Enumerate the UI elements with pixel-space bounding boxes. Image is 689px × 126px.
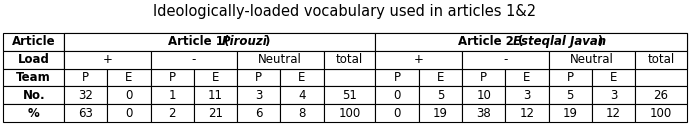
Text: P: P — [480, 71, 487, 84]
Text: total: total — [336, 53, 363, 66]
Text: E: E — [437, 71, 444, 84]
Text: 32: 32 — [78, 89, 93, 102]
Text: 5: 5 — [437, 89, 444, 102]
Text: 51: 51 — [342, 89, 357, 102]
Text: 3: 3 — [523, 89, 531, 102]
Text: P: P — [255, 71, 263, 84]
Text: P: P — [566, 71, 574, 84]
Text: 12: 12 — [520, 107, 535, 120]
Text: Team: Team — [17, 71, 51, 84]
Text: ): ) — [264, 35, 269, 48]
Text: 1: 1 — [168, 89, 176, 102]
Text: 5: 5 — [566, 89, 574, 102]
Text: total: total — [648, 53, 675, 66]
Text: Load: Load — [18, 53, 50, 66]
Text: P: P — [82, 71, 89, 84]
Text: E: E — [523, 71, 531, 84]
Text: Neutral: Neutral — [258, 53, 302, 66]
Text: Ideologically-loaded vocabulary used in articles 1&2: Ideologically-loaded vocabulary used in … — [153, 4, 536, 19]
Text: 12: 12 — [606, 107, 621, 120]
Text: Neutral: Neutral — [570, 53, 614, 66]
Text: 2: 2 — [168, 107, 176, 120]
Text: 3: 3 — [610, 89, 617, 102]
Text: 19: 19 — [433, 107, 448, 120]
Text: P: P — [169, 71, 176, 84]
Text: -: - — [503, 53, 507, 66]
Text: -: - — [192, 53, 196, 66]
Text: Article: Article — [12, 35, 56, 48]
Text: 3: 3 — [255, 89, 263, 102]
Text: 100: 100 — [338, 107, 360, 120]
Text: Esteqlal Javan: Esteqlal Javan — [513, 35, 606, 48]
Text: E: E — [610, 71, 617, 84]
Text: E: E — [212, 71, 219, 84]
Text: 0: 0 — [393, 107, 401, 120]
Text: 11: 11 — [208, 89, 223, 102]
Text: 100: 100 — [650, 107, 672, 120]
Text: Article 1(: Article 1( — [167, 35, 229, 48]
Text: 26: 26 — [653, 89, 668, 102]
Text: Article 2 (: Article 2 ( — [457, 35, 523, 48]
Text: 38: 38 — [476, 107, 491, 120]
Text: 0: 0 — [125, 107, 132, 120]
Text: 6: 6 — [255, 107, 263, 120]
Text: No.: No. — [23, 89, 45, 102]
Text: 63: 63 — [78, 107, 93, 120]
Text: 10: 10 — [476, 89, 491, 102]
Text: 8: 8 — [298, 107, 306, 120]
Text: E: E — [125, 71, 132, 84]
Text: 0: 0 — [393, 89, 401, 102]
Text: %: % — [28, 107, 39, 120]
Text: 19: 19 — [563, 107, 577, 120]
Text: +: + — [103, 53, 112, 66]
Text: Pirouzi: Pirouzi — [222, 35, 268, 48]
Text: +: + — [414, 53, 424, 66]
Text: 0: 0 — [125, 89, 132, 102]
Text: ): ) — [597, 35, 603, 48]
Text: 4: 4 — [298, 89, 306, 102]
Text: 21: 21 — [208, 107, 223, 120]
Text: E: E — [298, 71, 306, 84]
Text: P: P — [393, 71, 400, 84]
